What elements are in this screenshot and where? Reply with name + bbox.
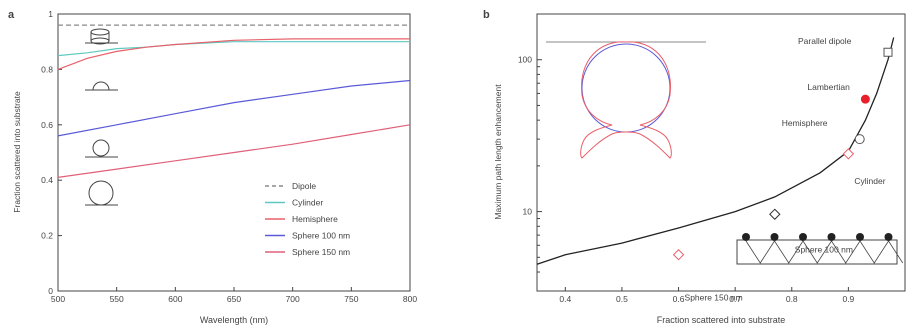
array-particle [884,233,893,241]
limit-curve [536,37,895,265]
inset-radiation-pattern [580,41,672,159]
particle-insets [85,28,118,206]
sphere-100-inset [85,139,118,158]
cylinder-inset [85,28,118,45]
point-hemisphere-label: Hemisphere [782,118,828,128]
hemisphere-inset [85,81,118,91]
y-tick-label: 0.8 [41,64,53,74]
series-line-hemisphere [57,38,410,70]
point-parallel-dipole [883,47,893,57]
series-line-sphere-150-nm [57,124,411,178]
x-tick-label: 0.9 [842,294,854,304]
panel-b-letter: b [483,9,490,21]
point-cylinder-label: Cylinder [854,176,885,186]
x-tick-label: 500 [51,294,65,304]
x-tick-label: 700 [286,294,300,304]
panel-a-ylabel: Fraction scattered into substrate [12,91,22,213]
panel-a-chart: 500 550 600 650 700 750 800 0 0.2 0.4 0.6 0.8 1 [12,9,417,325]
x-tick-label: 600 [168,294,182,304]
series-line-cylinder [57,41,410,57]
y-tick-label: 1 [48,9,53,19]
x-tick-label: 0.7 [729,294,741,304]
legend-label: Sphere 150 nm [292,247,350,257]
legend-label: Sphere 100 nm [292,231,350,241]
point-sphere-100-nm [769,208,781,220]
array-particle [742,233,750,241]
array-ray-path [745,240,904,264]
y-tick-label: 0.2 [41,231,53,241]
panel-a-legend: Dipole Cylinder Hemisphere Sphere 100 nm Sph… [265,181,350,257]
panel-a-xlabel: Wavelength (nm) [200,315,268,325]
point-lambertian [860,94,870,104]
point-lambertian-label: Lambertian [807,82,850,92]
panel-a-ticks: 500 550 600 650 700 750 800 0 0.2 0.4 0.6 0.8 1 [41,9,417,304]
x-tick-label: 550 [110,294,124,304]
y-tick-label: 0.4 [41,175,53,185]
x-tick-label: 650 [227,294,241,304]
panel-a-lines [57,24,411,178]
array-substrate [736,239,898,265]
legend-label: Hemisphere [292,214,338,224]
series-line-sphere-100-nm [57,79,411,137]
panel-b-ticks: 0.4 0.5 0.6 0.7 0.8 0.9 10 100 [518,13,855,304]
panel-b-xlabel: Fraction scattered into substrate [657,315,786,325]
particle-array-inset [736,233,904,265]
x-tick-label: 0.4 [559,294,571,304]
x-tick-label: 0.6 [673,294,685,304]
inset-sphere [581,43,671,133]
point-parallel-dipole-label: Parallel dipole [798,36,852,46]
panel-b-ylabel: Maximum path length enhancement [493,84,503,220]
point-hemisphere [854,134,865,145]
point-sphere-150-nm-label: Sphere 150 nm [685,293,743,303]
array-particle [856,233,864,241]
point-sphere-150-nm [672,249,685,261]
radiation-pattern-inset [546,41,706,159]
x-tick-label: 0.8 [786,294,798,304]
legend-label: Dipole [292,181,316,191]
array-particle [770,233,779,241]
point-sphere-100-nm-label: Sphere 100 nm [795,244,853,254]
y-tick-label: 0.6 [41,120,53,130]
x-tick-label: 750 [344,294,358,304]
array-particle [827,233,836,241]
legend-label: Cylinder [292,198,323,208]
panel-b-plot-frame [536,13,906,292]
x-tick-label: 0.5 [616,294,628,304]
panel-b-curve: Sphere 150 nm Sphere 100 nm Cylinder Hemisp… [536,36,895,303]
sphere-150-inset [85,180,118,206]
panel-a-letter: a [8,9,15,21]
point-cylinder [842,148,855,160]
y-tick-label: 0 [48,286,53,296]
array-particle [799,233,807,241]
array-particles [742,233,904,264]
x-tick-label: 800 [403,294,417,304]
y-tick-label: 100 [518,55,532,65]
y-tick-label: 10 [523,207,533,217]
